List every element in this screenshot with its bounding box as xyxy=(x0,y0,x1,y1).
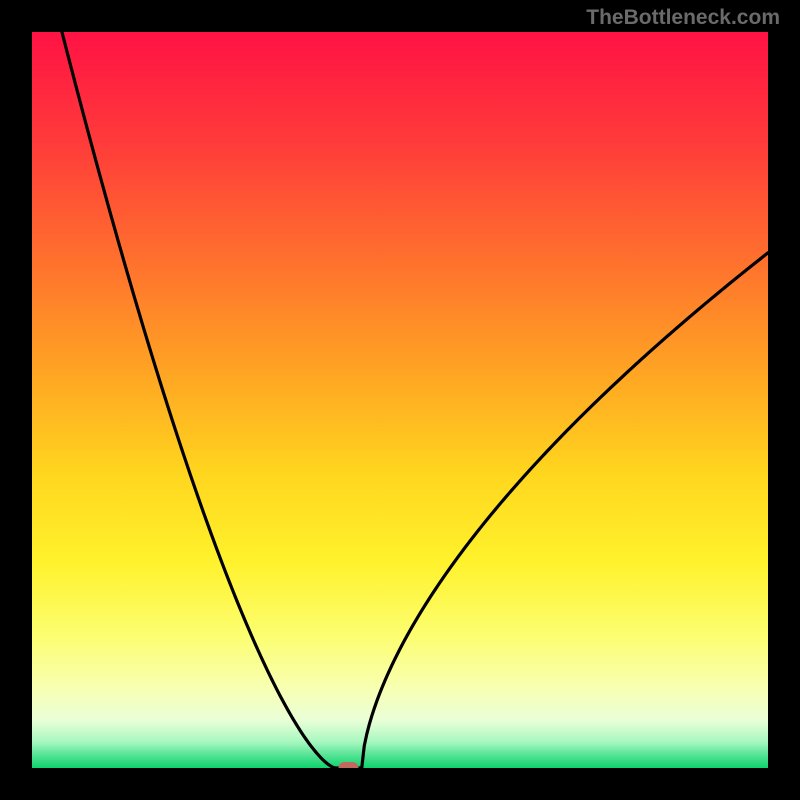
watermark-text: TheBottleneck.com xyxy=(586,6,780,30)
chart-svg xyxy=(32,32,768,768)
bottleneck-chart xyxy=(32,32,768,768)
plot-background xyxy=(32,32,768,768)
valley-marker xyxy=(338,762,358,768)
